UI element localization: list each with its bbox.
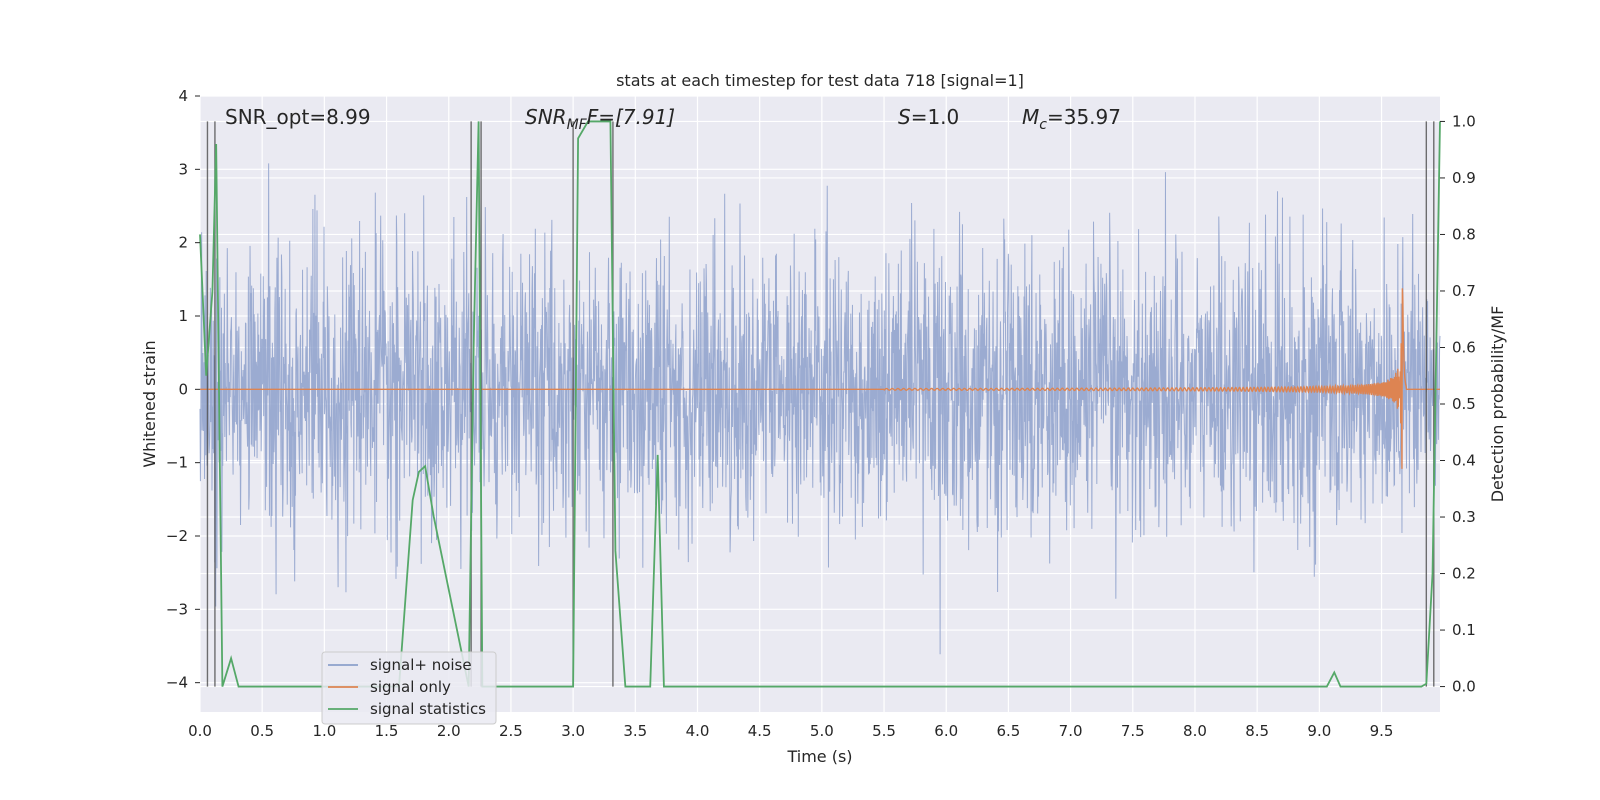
y2-tick-label: 1.0 [1452,112,1476,130]
x-axis-label: Time (s) [786,747,852,766]
y-tick-label: 1 [178,307,188,325]
y2-tick-label: 0.1 [1452,621,1476,639]
annotation-s: S=1.0 [898,105,959,129]
s-base: S [898,105,911,129]
y-tick-label: 4 [178,87,188,105]
y2-axis-label: Detection probability/MF [1488,306,1507,503]
signal-noise-line [199,163,1441,655]
x-tick-label: 5.5 [872,722,896,740]
mc-sub: c [1039,117,1047,133]
x-tick-label: 6.0 [934,722,958,740]
y2-tick-label: 0.9 [1452,169,1476,187]
x-tick-label: 4.0 [686,722,710,740]
mc-base: M [1022,105,1039,129]
x-tick-label: 6.5 [996,722,1020,740]
series-signal-noise [199,163,1441,655]
snr-mf-base: SNR [525,105,567,129]
x-tick-label: 2.5 [499,722,523,740]
y-tick-label: 0 [178,380,188,398]
legend-label-signal-noise: signal+ noise [370,656,472,674]
legend-label-signal-statistics: signal statistics [370,700,486,718]
legend-label-signal-only: signal only [370,678,451,696]
x-tick-label: 0.0 [188,722,212,740]
y-axis-label: Whitened strain [140,340,159,467]
x-tick-label: 3.0 [561,722,585,740]
x-tick-label: 4.5 [748,722,772,740]
y2-tick-label: 0.6 [1452,338,1476,356]
y-tick-labels: 4 3 2 1 0 −1 −2 −3 −4 [166,87,200,692]
y-tick-label: −1 [166,454,188,472]
x-tick-label: 8.5 [1245,722,1269,740]
y2-tick-label: 0.2 [1452,565,1476,583]
y-tick-label: 3 [178,160,188,178]
x-tick-label: 3.5 [623,722,647,740]
series-signal-statistics [199,120,1441,688]
y2-tick-label: 0.5 [1452,395,1476,413]
y-tick-label: −4 [166,674,188,692]
snr-mf-sub: MF [567,117,588,133]
y2-tick-label: 0.4 [1452,452,1476,470]
y-tick-label: −2 [166,527,188,545]
annotation-mc: Mc=35.97 [1022,105,1121,133]
series-signal-only [200,288,1440,469]
y2-tick-labels: 1.0 0.9 0.8 0.7 0.6 0.5 0.4 0.3 0.2 0.1 0.0 [1440,112,1476,696]
legend-box [321,651,497,725]
x-tick-label: 5.0 [810,722,834,740]
x-tick-label: 0.5 [250,722,274,740]
x-tick-label: 2.0 [437,722,461,740]
y2-tick-label: 0.0 [1452,678,1476,696]
s-rest: =1.0 [911,105,960,129]
annotation-snr-opt: SNR_opt=8.99 [225,105,371,129]
annotation-snr-mf: SNRMFF=[7.91] [525,105,675,133]
y-tick-label: 2 [178,234,188,252]
x-tick-label: 7.0 [1059,722,1083,740]
x-tick-label: 9.5 [1370,722,1394,740]
mc-rest: =35.97 [1047,105,1121,129]
y-tick-label: −3 [166,600,188,618]
x-tick-label: 7.5 [1121,722,1145,740]
x-tick-labels: 0.0 0.5 1.0 1.5 2.0 2.5 3.0 3.5 4.0 4.5 5.0 5.5 6.0 6… [188,722,1393,740]
signal-only-line [200,288,1440,469]
y2-tick-label: 0.7 [1452,282,1476,300]
signal-statistics-line [199,120,1441,688]
legend: signal+ noise signal only signal statist… [321,651,497,725]
x-tick-label: 1.0 [312,722,336,740]
chart-title: stats at each timestep for test data 718… [616,71,1024,90]
x-tick-label: 1.5 [375,722,399,740]
x-tick-label: 9.0 [1307,722,1331,740]
snr-mf-rest: F=[7.91] [587,105,675,129]
x-tick-label: 8.0 [1183,722,1207,740]
y2-tick-label: 0.8 [1452,225,1476,243]
y2-tick-label: 0.3 [1452,508,1476,526]
